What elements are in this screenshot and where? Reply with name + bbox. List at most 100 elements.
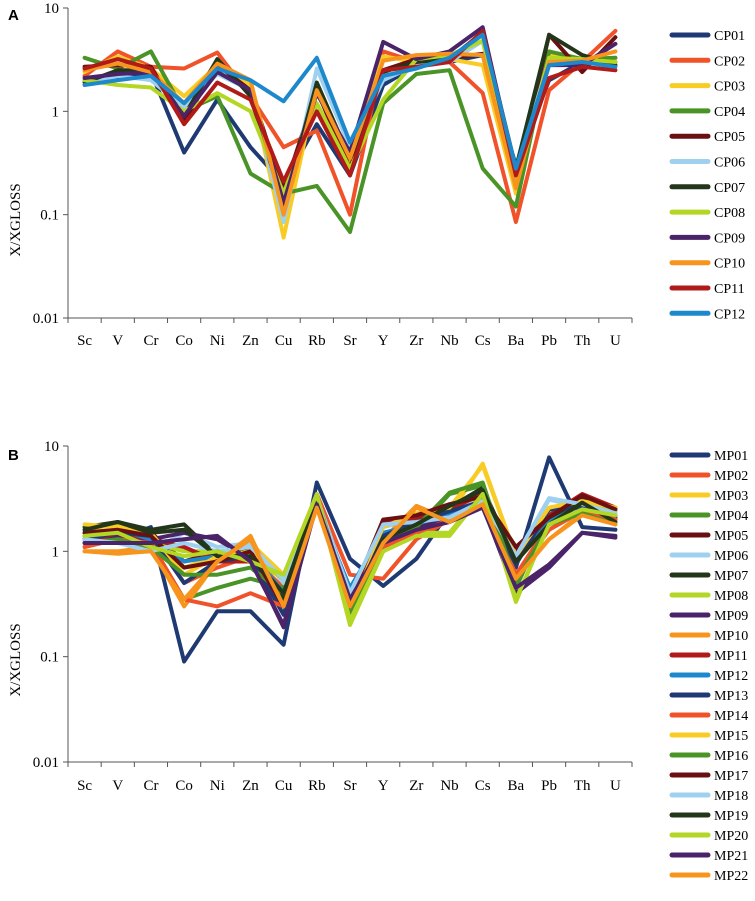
legend-label: CP03 bbox=[714, 80, 745, 95]
legend-label: MP10 bbox=[714, 629, 748, 644]
legend-label: CP07 bbox=[714, 181, 745, 196]
legend-item-mp15: MP15 bbox=[669, 729, 748, 744]
x-tick-label-co: Co bbox=[175, 778, 193, 794]
legend-item-mp10: MP10 bbox=[669, 629, 748, 644]
legend-item-mp08: MP08 bbox=[669, 589, 748, 604]
series-line-mp20 bbox=[82, 492, 618, 623]
legend-item-mp02: MP02 bbox=[669, 469, 748, 484]
legend-item-mp09: MP09 bbox=[669, 609, 748, 624]
panel-a-legend: CP01 CP02 CP03 CP04 CP05 CP06 CP07 CP08 CP09 CP10… bbox=[669, 29, 745, 322]
x-tick-label-th: Th bbox=[574, 333, 591, 349]
panel-b-ylabel: X/XGLOSS bbox=[8, 623, 24, 696]
y-tick-label: 10 bbox=[44, 439, 59, 455]
legend-item-mp06: MP06 bbox=[669, 549, 748, 564]
x-tick-label-u: U bbox=[610, 333, 621, 349]
legend-item-mp01: MP01 bbox=[669, 449, 748, 464]
legend-label: CP12 bbox=[714, 307, 745, 322]
legend-label: MP03 bbox=[714, 489, 748, 504]
legend-item-mp18: MP18 bbox=[669, 789, 748, 804]
series-line-cp12 bbox=[82, 32, 618, 171]
legend-item-mp16: MP16 bbox=[669, 749, 748, 764]
legend-label: MP11 bbox=[714, 649, 748, 664]
legend-label: CP05 bbox=[714, 130, 745, 145]
legend-label: MP21 bbox=[714, 849, 748, 864]
x-tick-label-ni: Ni bbox=[210, 333, 225, 349]
panel-b-plot-area: 0.01 0.1 1 10 Sc V Cr Co Ni Zn Cu Rb Sr Y Zr Nb Cs Ba Pb Th… bbox=[33, 439, 633, 794]
legend-item-cp08: CP08 bbox=[669, 206, 745, 221]
panel-a-plot-area: 0.01 0.1 1 10 Sc V Cr Co Ni Zn Cu Rb Sr Y Zr Nb Cs Ba Pb Th… bbox=[33, 1, 633, 349]
panel-a-label: A bbox=[8, 7, 19, 24]
legend-label: MP04 bbox=[714, 509, 748, 524]
legend-label: MP12 bbox=[714, 669, 748, 684]
legend-label: CP02 bbox=[714, 54, 745, 69]
series-line-mp21 bbox=[82, 502, 618, 627]
series-line-cp11 bbox=[82, 28, 618, 184]
legend-label: MP17 bbox=[714, 769, 748, 784]
legend-label: CP01 bbox=[714, 29, 745, 44]
x-tick-label-nb: Nb bbox=[440, 333, 458, 349]
x-tick-label-cu: Cu bbox=[275, 778, 293, 794]
x-tick-label-v: V bbox=[112, 778, 123, 794]
legend-item-mp14: MP14 bbox=[669, 709, 748, 724]
legend-item-mp19: MP19 bbox=[669, 809, 748, 824]
x-tick-label-ba: Ba bbox=[508, 778, 525, 794]
x-tick-label-sc: Sc bbox=[77, 778, 92, 794]
x-tick-label-cr: Cr bbox=[143, 333, 158, 349]
y-tick-label: 0.1 bbox=[40, 208, 59, 224]
legend-item-mp05: MP05 bbox=[669, 529, 748, 544]
legend-item-mp20: MP20 bbox=[669, 829, 748, 844]
legend-item-mp13: MP13 bbox=[669, 689, 748, 704]
x-tick-label-cs: Cs bbox=[475, 333, 491, 349]
legend-item-cp02: CP02 bbox=[669, 54, 745, 69]
panel-a: A X/XGLOSS 0.01 0.1 1 10 Sc V Cr Co Ni Zn Cu Rb Sr Y Z… bbox=[8, 1, 745, 349]
series-line-cp02 bbox=[82, 28, 618, 224]
legend-item-mp04: MP04 bbox=[669, 509, 748, 524]
legend-label: MP01 bbox=[714, 449, 748, 464]
legend-label: MP13 bbox=[714, 689, 748, 704]
x-tick-label-zn: Zn bbox=[242, 778, 259, 794]
series-line-mp01 bbox=[82, 455, 618, 664]
legend-label: MP19 bbox=[714, 809, 748, 824]
legend-item-mp03: MP03 bbox=[669, 489, 748, 504]
legend-item-mp17: MP17 bbox=[669, 769, 748, 784]
legend-label: MP09 bbox=[714, 609, 748, 624]
legend-label: MP08 bbox=[714, 589, 748, 604]
x-tick-label-cu: Cu bbox=[275, 333, 293, 349]
y-tick-label: 0.01 bbox=[33, 311, 59, 327]
legend-label: CP10 bbox=[714, 257, 745, 272]
panel-b-label: B bbox=[8, 447, 19, 464]
x-tick-label-sr: Sr bbox=[343, 778, 356, 794]
legend-label: MP22 bbox=[714, 869, 748, 884]
legend-item-cp11: CP11 bbox=[669, 282, 745, 297]
x-tick-label-ni: Ni bbox=[210, 778, 225, 794]
legend-label: MP15 bbox=[714, 729, 748, 744]
series-line-mp22 bbox=[82, 502, 618, 609]
x-tick-label-rb: Rb bbox=[308, 333, 326, 349]
legend-item-mp11: MP11 bbox=[669, 649, 748, 664]
legend-label: CP08 bbox=[714, 206, 745, 221]
x-tick-label-ba: Ba bbox=[508, 333, 525, 349]
y-tick-label: 10 bbox=[44, 1, 59, 17]
x-tick-label-pb: Pb bbox=[541, 333, 557, 349]
x-tick-label-zr: Zr bbox=[409, 333, 423, 349]
panel-b: B X/XGLOSS 0.01 0.1 1 10 Sc V Cr Co Ni Zn Cu Rb Sr Y Z… bbox=[8, 439, 748, 884]
y-tick-label: 1 bbox=[52, 104, 60, 120]
x-tick-label-nb: Nb bbox=[440, 778, 458, 794]
legend-item-cp03: CP03 bbox=[669, 80, 745, 95]
x-tick-label-cs: Cs bbox=[475, 778, 491, 794]
legend-label: CP06 bbox=[714, 156, 745, 171]
legend-label: MP18 bbox=[714, 789, 748, 804]
legend-label: MP20 bbox=[714, 829, 748, 844]
x-tick-label-y: Y bbox=[378, 778, 389, 794]
legend-item-cp10: CP10 bbox=[669, 257, 745, 272]
legend-item-cp06: CP06 bbox=[669, 156, 745, 171]
x-tick-label-co: Co bbox=[175, 333, 193, 349]
legend-label: MP07 bbox=[714, 569, 748, 584]
x-tick-label-rb: Rb bbox=[308, 778, 326, 794]
series-line-mp18 bbox=[82, 496, 618, 596]
x-tick-label-v: V bbox=[112, 333, 123, 349]
legend-label: MP16 bbox=[714, 749, 748, 764]
legend-item-cp01: CP01 bbox=[669, 29, 745, 44]
legend-item-mp07: MP07 bbox=[669, 569, 748, 584]
